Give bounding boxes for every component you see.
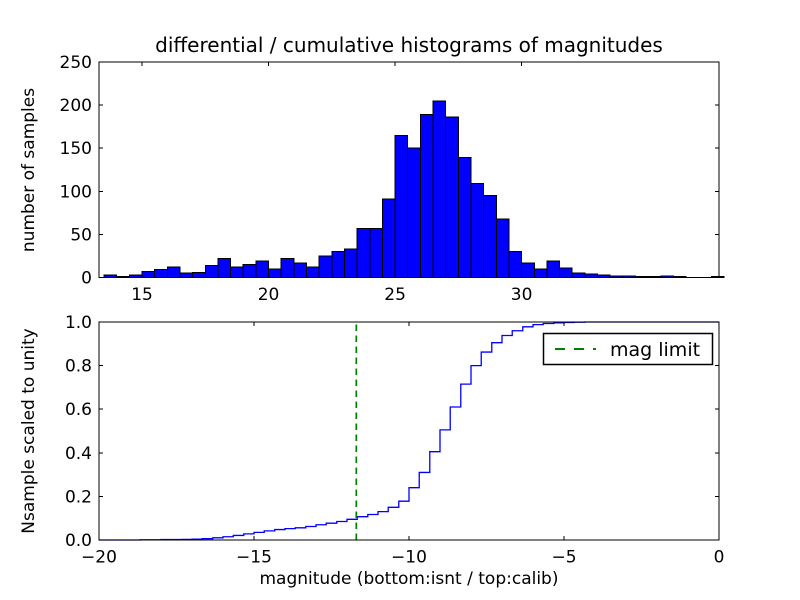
y-tick-label: 0 [81, 269, 92, 289]
histogram-bar [457, 157, 472, 279]
histogram-bar [369, 227, 383, 278]
histogram-bar [483, 195, 497, 278]
y-tick-label: 0.2 [65, 487, 92, 507]
x-tick-label: 15 [131, 285, 153, 305]
y-tick-label: 200 [60, 96, 92, 116]
top-histogram: 15 20 25 30 0 50 100 150 200 250 [60, 53, 725, 305]
histogram-bar [230, 266, 244, 279]
histogram-bar [154, 269, 168, 279]
histogram-bar [356, 227, 371, 278]
histogram-bar [571, 272, 586, 279]
histogram-bar [306, 266, 320, 279]
histogram-bar [381, 198, 396, 278]
histogram-bar [192, 271, 206, 279]
legend-box [542, 332, 714, 366]
axes-frame [98, 61, 720, 278]
x-tick-label: 25 [384, 285, 406, 305]
histogram-bar [268, 268, 282, 279]
legend: mag limit [542, 332, 714, 366]
y-tick-label: 1.0 [65, 313, 92, 333]
histogram-bar [217, 258, 232, 279]
histogram-bar [318, 255, 333, 278]
x-tick-label: −5 [551, 548, 576, 568]
histogram-bar [255, 260, 270, 279]
histogram-bar [546, 260, 561, 279]
histogram-bar [559, 267, 573, 279]
y-tick-label: 0.4 [65, 444, 92, 464]
histogram-bar [141, 270, 156, 279]
histogram-bar [584, 273, 599, 279]
x-tick-label: 30 [511, 285, 533, 305]
histogram-bar [508, 251, 523, 278]
y-tick-label: 100 [60, 182, 92, 202]
y-tick-label: 0.8 [65, 357, 92, 377]
histogram-bar [394, 134, 409, 278]
histogram-bar [419, 114, 434, 278]
histogram-bar [242, 264, 257, 279]
legend-label: mag limit [610, 339, 700, 361]
histogram-bar [432, 100, 447, 279]
histogram-bar [445, 116, 459, 278]
x-tick-label: −10 [391, 548, 427, 568]
x-tick-label: 20 [258, 285, 280, 305]
cumulative-plot: −20 −15 −10 −5 0 0.0 0.2 0.4 0.6 0.8 1.0 [65, 313, 724, 568]
x-tick-label: 0 [714, 548, 725, 568]
histogram-bar [204, 264, 219, 279]
figure-title: differential / cumulative histograms of … [155, 33, 663, 57]
histogram-bar [407, 147, 421, 278]
histogram-bar [179, 272, 194, 279]
y-tick-label: 50 [70, 225, 92, 245]
axes-frame [98, 321, 720, 541]
histogram-bar [280, 258, 295, 279]
histogram-bar [343, 248, 358, 278]
histogram-bar [293, 262, 308, 279]
x-tick-label: −15 [236, 548, 272, 568]
y-tick-label: 0.0 [65, 531, 92, 551]
y-tick-label: 0.6 [65, 400, 92, 420]
histogram-bar [470, 183, 485, 279]
y-tick-label: 150 [60, 139, 92, 159]
histogram-bar [331, 251, 345, 278]
histogram-bar [533, 268, 548, 279]
histogram-bar [166, 266, 181, 279]
y-tick-label: 250 [60, 53, 92, 73]
x-tick-label: −20 [81, 548, 117, 568]
bottom-xlabel: magnitude (bottom:isnt / top:calib) [259, 569, 559, 589]
histogram-bar [495, 218, 510, 279]
histogram-bar [521, 262, 535, 279]
